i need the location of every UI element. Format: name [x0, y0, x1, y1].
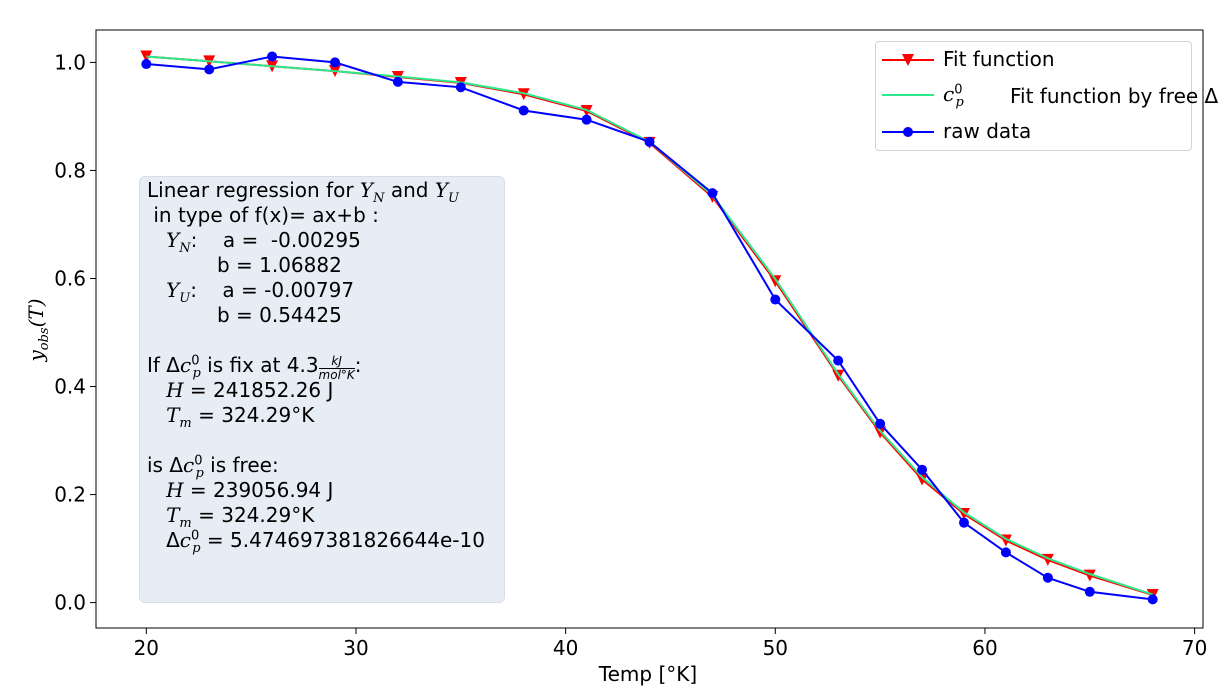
- axes-frame: [95, 29, 1204, 629]
- data-point: [581, 114, 592, 125]
- y-tick-label: 0.4: [54, 375, 86, 399]
- data-point: [204, 64, 215, 75]
- legend-marker-fit-free: [882, 94, 934, 96]
- y-tick-label: 0.2: [54, 483, 86, 507]
- data-point: [392, 76, 403, 87]
- info-line-yu-b: b = 0.54425: [216, 303, 342, 327]
- data-point: [517, 88, 530, 101]
- legend-label-raw-data: raw data: [943, 119, 1032, 143]
- info-line-free-h: H = 239056.94 J: [166, 478, 334, 502]
- data-point: [833, 355, 844, 366]
- data-point: [580, 105, 593, 118]
- regression-info-box: Linear regression for YN and YU in type …: [139, 176, 505, 603]
- y-tick-label: 1.0: [54, 50, 86, 74]
- data-point: [707, 188, 718, 199]
- info-line-yu-a: YU: a = -0.00797: [166, 278, 355, 306]
- data-point: [770, 294, 781, 305]
- legend-item-raw-data: raw data: [876, 117, 1191, 147]
- data-point: [874, 426, 887, 439]
- data-point: [455, 82, 466, 93]
- x-tick-label: 30: [343, 636, 368, 660]
- x-tick-label: 70: [1182, 636, 1207, 660]
- x-tick-label: 60: [972, 636, 997, 660]
- data-point: [875, 418, 886, 429]
- info-line-title: Linear regression for YN and YU: [147, 178, 460, 206]
- info-line-fixed-tm: Tm = 324.29°K: [166, 403, 315, 431]
- info-line-yn-a: YN: a = -0.00295: [166, 228, 361, 256]
- data-point: [1084, 586, 1095, 597]
- data-point: [644, 136, 655, 147]
- data-point: [917, 464, 928, 475]
- legend-marker-fit-function: [882, 54, 934, 66]
- x-tick-label: 50: [763, 636, 788, 660]
- plot-area-border: [95, 29, 1204, 629]
- data-point: [769, 275, 782, 288]
- x-tick-label: 20: [134, 636, 159, 660]
- y-tick-label: 0.0: [54, 591, 86, 615]
- data-point: [330, 57, 341, 68]
- data-point: [1000, 547, 1011, 558]
- data-point: [267, 51, 278, 62]
- info-line-free-dcp: Δc0p = 5.474697381826644e-10: [147, 528, 485, 556]
- series-layer: [140, 50, 1159, 605]
- info-line-yn-b: b = 1.06882: [216, 253, 342, 277]
- y-axis-label: yobs(T): [24, 298, 52, 362]
- axis-ticks: 20 30 40 50 60 70 0.0 0.2 0.4 0.6 0.8 1.0: [54, 50, 1207, 660]
- x-tick-label: 40: [553, 636, 578, 660]
- legend-item-fit-function: Fit function: [876, 45, 1191, 75]
- y-tick-label: 0.6: [54, 266, 86, 290]
- y-tick-label: 0.8: [54, 158, 86, 182]
- data-point: [1147, 594, 1158, 605]
- legend-marker-raw-data: [882, 127, 934, 137]
- info-line-free-tm: Tm = 324.29°K: [166, 503, 315, 531]
- data-point: [958, 517, 969, 528]
- data-point: [518, 105, 529, 116]
- info-line-fixed-h: H = 241852.26 J: [166, 378, 334, 402]
- data-point: [141, 59, 152, 70]
- data-point: [916, 473, 929, 486]
- info-line-type: in type of f(x)= ax+b :: [147, 203, 379, 227]
- info-line-free-cp: is Δc0p is free:: [147, 453, 279, 481]
- data-point: [1042, 572, 1053, 583]
- legend-label-fit-function: Fit function: [943, 47, 1055, 71]
- x-axis-label: Temp [°K]: [598, 662, 698, 686]
- unit-fraction: kJ mol°K: [318, 354, 355, 382]
- info-line-fixed-cp: If Δc0p is fix at 4.3 kJ mol°K:: [147, 353, 362, 382]
- series-2: [141, 51, 1158, 605]
